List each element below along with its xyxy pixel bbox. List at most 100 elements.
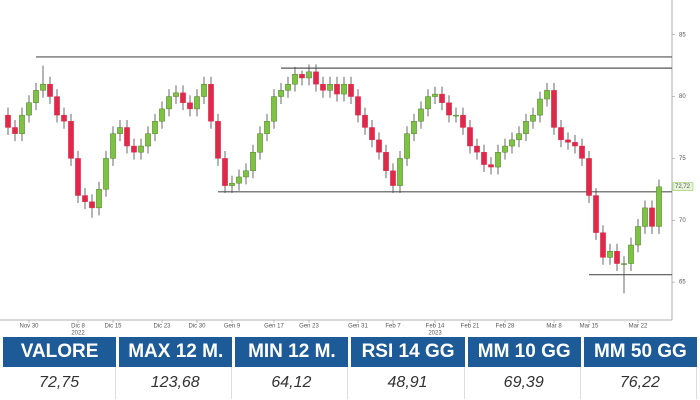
value-cell: 69,39 [468, 367, 581, 399]
candle-body [488, 164, 494, 168]
candle-body [628, 244, 634, 264]
header-cell: VALORE [3, 337, 117, 367]
candle-body [257, 133, 263, 153]
candle-body [208, 83, 214, 122]
candle-body [187, 102, 193, 110]
candle-body [299, 74, 305, 79]
candle-body [551, 90, 557, 128]
candle-body [502, 145, 508, 153]
candle-body [110, 133, 116, 159]
candle-body [215, 121, 221, 159]
value-cell: 76,22 [584, 367, 697, 399]
candle-body [425, 96, 431, 110]
candle-body [5, 114, 11, 128]
value-cell: 72,75 [3, 367, 117, 399]
candle-body [131, 145, 137, 153]
candle-body [152, 121, 158, 134]
candle-body [138, 145, 144, 153]
candle-body [292, 74, 298, 85]
candle-body [495, 152, 501, 168]
candle-body [75, 158, 81, 196]
candle-body [271, 96, 277, 122]
candle-body [82, 195, 88, 202]
x-tick-label: Feb 7 [385, 324, 401, 330]
candle-body [404, 133, 410, 159]
candle-body [439, 93, 445, 103]
value-cell: 123,68 [119, 367, 233, 399]
candle-body [558, 127, 564, 141]
candle-body [334, 83, 340, 95]
header-cell: RSI 14 GG [351, 337, 465, 367]
last-price-label: 72,72 [675, 184, 691, 190]
candle-body [411, 121, 417, 134]
y-tick-label: 75 [679, 156, 686, 162]
candle-body [362, 114, 368, 128]
x-tick-label: Dic 8 [71, 324, 85, 330]
candle-body [544, 90, 550, 100]
value-row: 72,75 123,68 64,12 48,91 69,39 76,22 [3, 367, 697, 399]
candle-body [194, 96, 200, 110]
candle-body [355, 96, 361, 116]
header-cell: MM 10 GG [467, 337, 581, 367]
candle-body [656, 186, 662, 227]
candle-body [159, 108, 165, 122]
candle-body [89, 201, 95, 209]
candle-body [285, 83, 291, 91]
candle-body [369, 127, 375, 141]
candle-body [96, 189, 102, 209]
candle-body [222, 158, 228, 186]
candle-body [516, 133, 522, 141]
x-tick-label: Nov 30 [19, 324, 39, 330]
candle-body [54, 96, 60, 116]
x-tick-label: Feb 21 [461, 324, 480, 330]
candle-body [572, 142, 578, 147]
candle-body [642, 207, 648, 227]
candle-body [348, 83, 354, 97]
candle-body [145, 133, 151, 147]
candle-body [432, 93, 438, 97]
candle-body [26, 102, 32, 116]
value-cell: 48,91 [351, 367, 465, 399]
candle-body [446, 102, 452, 116]
candle-body [397, 158, 403, 186]
candle-body [327, 83, 333, 91]
candle-body [565, 139, 571, 143]
candle-body [418, 108, 424, 122]
candle-body [180, 92, 186, 103]
candle-body [68, 121, 74, 159]
x-tick-label: Dic 23 [153, 324, 171, 330]
x-tick-label: Dic 30 [188, 324, 206, 330]
y-tick-label: 70 [679, 218, 686, 224]
candle-body [509, 139, 515, 147]
candle-body [481, 152, 487, 165]
header-cell: MAX 12 M. [119, 337, 233, 367]
candle-body [320, 83, 326, 91]
candle-body [460, 114, 466, 128]
candle-body [166, 96, 172, 110]
candle-body [173, 92, 179, 97]
stats-table: VALORE MAX 12 M. MIN 12 M. RSI 14 GG MM 10 G… [0, 337, 700, 399]
candle-body [250, 152, 256, 171]
header-cell: MIN 12 M. [235, 337, 349, 367]
x-tick-label: Gen 9 [224, 324, 241, 330]
candle-body [19, 114, 25, 134]
x-tick-label: Feb 28 [496, 324, 515, 330]
candle-body [229, 182, 235, 186]
candle-body [47, 83, 53, 97]
candle-body [537, 98, 543, 116]
candle-body [474, 145, 480, 153]
year-label: 2023 [428, 331, 442, 335]
candle-body [649, 207, 655, 227]
candle-body [586, 158, 592, 196]
candle-body [390, 170, 396, 186]
y-tick-label: 65 [679, 280, 686, 286]
candle-body [33, 90, 39, 103]
candle-body [579, 145, 585, 159]
candle-body [278, 90, 284, 97]
chart: 65 70 75 80 85 Nov 30 Dic 8 Dic 15 Dic 23 Dic 30 G… [0, 0, 694, 337]
candle-body [201, 83, 207, 97]
year-label: 2022 [71, 331, 85, 335]
candle-body [467, 127, 473, 147]
x-tick-label: Feb 14 [426, 324, 445, 330]
